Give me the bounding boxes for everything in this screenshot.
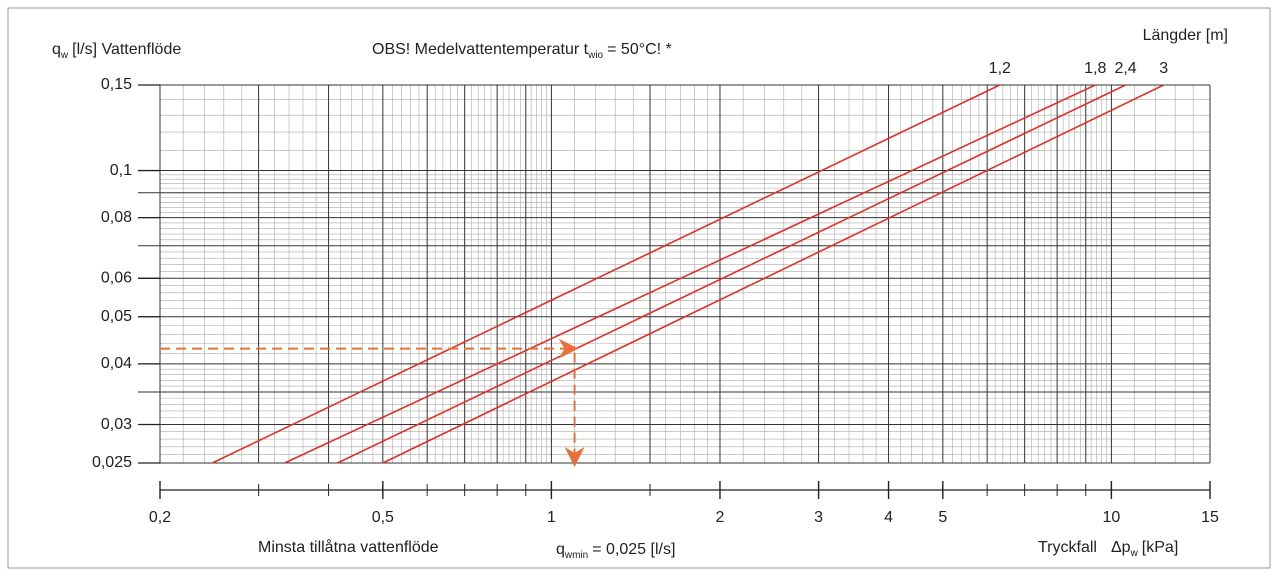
x-tick-label: 4 xyxy=(884,509,893,526)
series-line xyxy=(211,84,1001,464)
x-tick-label: 3 xyxy=(814,509,823,526)
x-tick-label: 15 xyxy=(1201,509,1219,526)
y-tick-label: 0,03 xyxy=(101,416,132,433)
annotation: Minsta tillåtna vattenflöde xyxy=(258,538,439,556)
x-tick-label: 2 xyxy=(716,509,725,526)
series-label: 3 xyxy=(1159,60,1168,77)
chart-title: OBS! Medelvattentemperatur twio = 50°C! * xyxy=(372,41,672,60)
x-tick-label: 1 xyxy=(547,509,556,526)
x-tick-label: 5 xyxy=(938,509,947,526)
y-tick-label: 0,08 xyxy=(101,209,132,226)
y-tick-label: 0,1 xyxy=(110,162,132,179)
series-line xyxy=(284,84,1096,464)
y-tick-label: 0,05 xyxy=(101,308,132,325)
series-label: 1,8 xyxy=(1084,60,1106,77)
series-line xyxy=(382,84,1165,464)
series-label: 1,2 xyxy=(989,60,1011,77)
y-tick-label: 0,15 xyxy=(101,76,132,93)
y-tick-label: 0,06 xyxy=(101,270,132,287)
series-label: 2,4 xyxy=(1114,60,1136,77)
x-axis-label: Tryckfall Δpw [kPa] xyxy=(1038,539,1178,558)
series-line xyxy=(337,84,1126,464)
y-tick-label: 0,04 xyxy=(101,355,132,372)
x-tick-label: 10 xyxy=(1102,509,1120,526)
legend-title: Längder [m] xyxy=(1143,27,1228,44)
y-axis-label: qw [l/s] Vattenflöde xyxy=(52,41,181,60)
y-tick-label: 0,025 xyxy=(92,454,132,471)
x-tick-label: 0,5 xyxy=(372,509,394,526)
min-flow: qwmin = 0,025 [l/s] xyxy=(556,541,675,560)
x-tick-label: 0,2 xyxy=(149,509,171,526)
frame xyxy=(7,7,1271,569)
